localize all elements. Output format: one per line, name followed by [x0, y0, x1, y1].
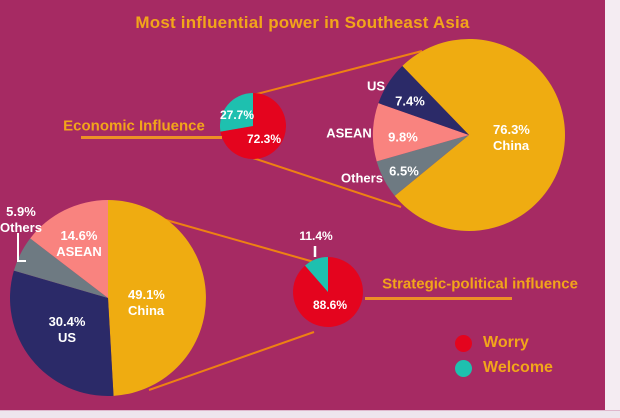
econ-china-label: China [493, 138, 530, 153]
econ-others-pct: 6.5% [389, 163, 419, 179]
strategic-worry-pct: 88.6% [312, 298, 348, 312]
worry-legend-label: Worry [483, 334, 529, 351]
pie-slice-economic-by-power-china [394, 38, 565, 231]
pie-slice-economic-by-power-asean [373, 103, 469, 162]
strat-asean-label-block: 14.6% ASEAN [56, 228, 102, 260]
econ-asean-pct: 9.8% [388, 129, 418, 145]
strategic-connector-bottom [148, 331, 315, 391]
right-edge-strip [605, 0, 620, 418]
strat-china-label: China [128, 303, 165, 318]
worry-color-dot [455, 334, 472, 352]
economic-connector-top [252, 50, 423, 96]
pie-slice-strategic-by-power-china [108, 200, 206, 396]
econ-asean-label: ASEAN [326, 125, 372, 141]
pie-slice-strategic-by-power-asean [30, 200, 108, 298]
legend-row-welcome: Welcome [455, 359, 553, 377]
pie-slice-economic-by-power-us [378, 65, 469, 135]
economic-welcome-pct: 27.7% [219, 108, 255, 122]
strat-us-label-block: 30.4% US [49, 314, 86, 346]
economic-connector-lines [252, 50, 423, 208]
pie-slice-economic-overall-welcome [219, 93, 253, 132]
strategic-connector-top [158, 217, 315, 263]
strat-us-label: US [57, 330, 77, 345]
econ-china-pct: 76.3% [493, 122, 530, 137]
pie-slice-economic-overall-worry [220, 93, 286, 159]
strategic-influence-underline [365, 297, 512, 300]
strategic-overall-pie [292, 257, 363, 327]
strat-others-label-block: 5.9% Others [0, 204, 42, 236]
strategic-breakdown-pie [10, 200, 206, 396]
economic-influence-label: Economic Influence [63, 117, 205, 135]
strat-asean-pct: 14.6% [60, 228, 98, 243]
strat-china-pct: 49.1% [128, 287, 165, 302]
pie-slice-strategic-overall-welcome [305, 257, 328, 292]
strategic-welcome-pct: 11.4% [299, 229, 333, 243]
strat-asean-label: ASEAN [56, 244, 102, 259]
pie-slice-strategic-overall-worry [292, 257, 363, 327]
economic-influence-underline [81, 136, 222, 139]
pie-slice-economic-by-power-others [376, 135, 469, 196]
legend: Worry Welcome [455, 334, 553, 377]
economic-worry-pct: 72.3% [246, 132, 282, 146]
bottom-edge-strip [0, 410, 620, 418]
pie-slice-strategic-by-power-others [13, 238, 109, 298]
econ-others-label: Others [341, 170, 383, 186]
economic-breakdown-pie [373, 38, 565, 231]
econ-china-label-block: 76.3% China [493, 122, 530, 154]
welcome-legend-label: Welcome [483, 359, 553, 376]
strategic-influence-label: Strategic-political influence [382, 275, 578, 293]
economic-overall-pie [219, 93, 286, 159]
economic-connector-bottom [252, 157, 402, 208]
legend-row-worry: Worry [455, 334, 553, 352]
strat-others-pct: 5.9% [6, 204, 36, 219]
strat-others-label: Others [0, 220, 42, 235]
strat-us-pct: 30.4% [48, 314, 86, 329]
others-callout-bracket [17, 233, 26, 262]
welcome-color-dot [455, 359, 472, 377]
strategic-connector-lines [148, 217, 315, 391]
strat-china-label-block: 49.1% China [128, 287, 165, 319]
chart-title: Most influential power in Southeast Asia [135, 13, 470, 32]
econ-us-pct: 7.4% [395, 93, 425, 109]
econ-us-label: US [366, 78, 386, 94]
pie-slice-strategic-by-power-us [10, 270, 114, 396]
